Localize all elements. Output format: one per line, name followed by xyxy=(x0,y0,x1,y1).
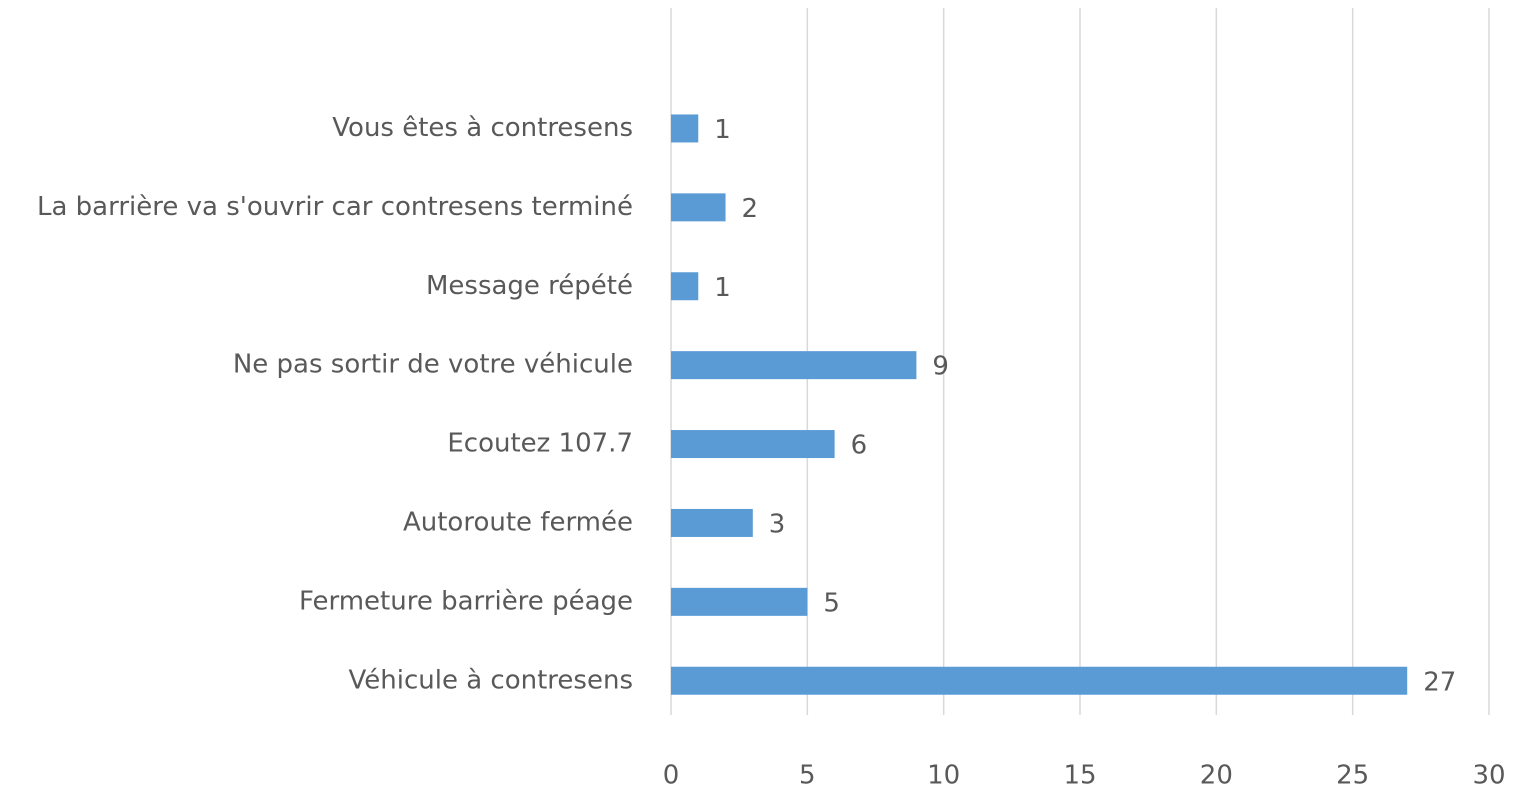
y-tick-label: Véhicule à contresens xyxy=(349,665,633,695)
y-tick-label: Ecoutez 107.7 xyxy=(447,429,633,459)
x-tick-label: 5 xyxy=(799,761,816,791)
x-tick-label: 30 xyxy=(1472,761,1505,791)
bar xyxy=(671,272,699,301)
data-label: 1 xyxy=(714,273,731,303)
data-label: 2 xyxy=(742,194,759,224)
data-label: 1 xyxy=(714,115,731,145)
x-tick-label: 20 xyxy=(1200,761,1233,791)
y-tick-label: La barrière va s'ouvrir car contresens t… xyxy=(37,192,633,222)
bar xyxy=(671,587,808,616)
bar xyxy=(671,193,726,222)
x-tick-label: 15 xyxy=(1063,761,1096,791)
y-tick-label: Ne pas sortir de votre véhicule xyxy=(233,350,633,380)
x-tick-label: 10 xyxy=(927,761,960,791)
bar xyxy=(671,508,753,537)
y-tick-label: Message répété xyxy=(426,271,633,301)
data-label: 3 xyxy=(769,509,786,539)
data-label: 6 xyxy=(851,431,868,461)
y-tick-label: Fermeture barrière péage xyxy=(299,586,633,616)
y-tick-label: Vous êtes à contresens xyxy=(332,113,633,143)
bar xyxy=(671,114,699,143)
data-label: 5 xyxy=(823,588,840,618)
y-tick-label: Autoroute fermée xyxy=(403,507,633,537)
bar xyxy=(671,666,1408,695)
x-tick-label: 25 xyxy=(1336,761,1369,791)
x-tick-label: 0 xyxy=(663,761,680,791)
data-label: 9 xyxy=(932,352,949,382)
data-label: 27 xyxy=(1423,667,1456,697)
bar xyxy=(671,430,835,459)
bar xyxy=(671,351,917,380)
